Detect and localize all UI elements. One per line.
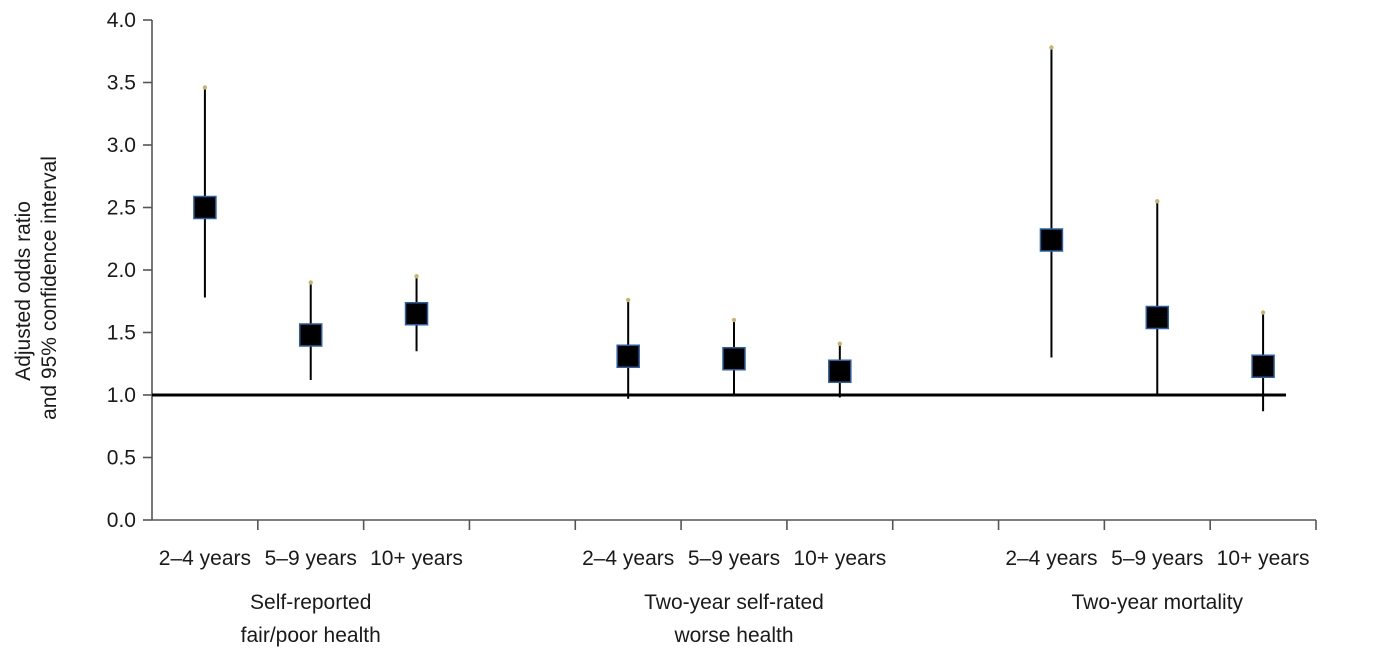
category-label: 5–9 years <box>688 547 780 570</box>
category-label: 10+ years <box>793 547 886 570</box>
y-tick-label: 3.0 <box>107 134 136 157</box>
category-label: 2–4 years <box>1005 547 1097 570</box>
ci-upper-cap <box>1155 199 1160 204</box>
group-label-line: Two-year mortality <box>1071 591 1243 614</box>
y-tick-label: 2.0 <box>107 259 136 282</box>
category-label: 10+ years <box>370 547 463 570</box>
y-axis-title-line-1: Adjusted odds ratio <box>12 201 35 381</box>
odds-ratio-point <box>828 359 852 383</box>
group-label-line: fair/poor health <box>241 624 381 647</box>
y-axis-title-line-2: and 95% confidence interval <box>38 156 61 420</box>
ci-upper-cap <box>837 341 843 346</box>
group-label-line: worse health <box>673 624 793 647</box>
category-label: 2–4 years <box>582 547 674 570</box>
y-tick-label: 3.5 <box>107 72 136 95</box>
ci-upper-cap <box>1049 45 1054 50</box>
odds-ratio-point <box>1251 354 1275 378</box>
group-label-line: Self-reported <box>250 591 371 614</box>
ci-upper-cap <box>202 85 208 90</box>
data-points <box>193 45 1275 412</box>
category-label: 2–4 years <box>159 547 251 570</box>
ci-upper-cap <box>625 297 631 303</box>
odds-ratio-point <box>1039 228 1064 252</box>
y-axis: 0.0 0.5 1.0 1.5 2.0 2.5 3.0 3.5 4.0 <box>107 9 153 532</box>
category-labels: 2–4 years 5–9 years 10+ years 2–4 years 5–9 … <box>159 547 1310 570</box>
odds-ratio-point <box>404 302 429 326</box>
odds-ratio-point <box>1145 305 1170 330</box>
ci-upper-cap <box>1260 310 1266 315</box>
ci-upper-cap <box>731 317 737 323</box>
group-label-line: Two-year self-rated <box>644 591 824 614</box>
x-axis <box>152 519 1317 530</box>
y-tick-label: 1.5 <box>107 322 136 345</box>
odds-ratio-point <box>616 344 640 368</box>
category-label: 5–9 years <box>265 547 357 570</box>
category-label: 10+ years <box>1217 547 1310 570</box>
group-labels: Self-reported fair/poor health Two-year se… <box>241 591 1244 647</box>
y-tick-label: 0.5 <box>107 447 136 470</box>
y-axis-title: Adjusted odds ratio and 95% confidence i… <box>12 156 61 420</box>
odds-ratio-point <box>298 323 323 347</box>
odds-ratio-point <box>193 195 217 220</box>
y-tick-label: 0.0 <box>107 509 136 532</box>
y-tick-label: 4.0 <box>107 9 136 32</box>
y-tick-label: 2.5 <box>107 197 136 220</box>
y-tick-label: 1.0 <box>107 384 136 407</box>
category-label: 5–9 years <box>1111 547 1203 570</box>
ci-upper-cap <box>308 280 313 285</box>
odds-ratio-point <box>722 347 746 371</box>
ci-upper-cap <box>414 274 419 279</box>
